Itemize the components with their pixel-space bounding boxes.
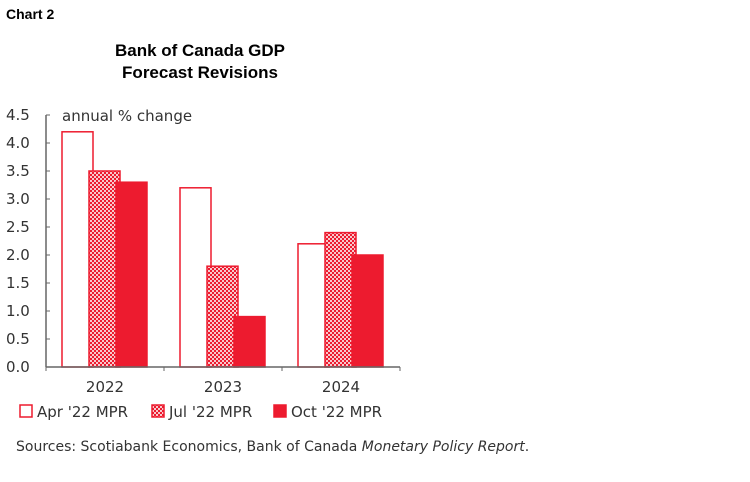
bar-2024-0 <box>297 243 330 368</box>
y-tick-label: 0.0 <box>6 358 30 376</box>
y-tick-label: 1.0 <box>6 302 30 320</box>
x-tick-label: 2023 <box>204 378 242 396</box>
y-tick-label: 3.0 <box>6 190 30 208</box>
legend-swatch <box>19 404 33 418</box>
y-tick-label: 4.0 <box>6 134 30 152</box>
y-tick-label: 1.5 <box>6 274 30 292</box>
x-tick-label: 2024 <box>322 378 360 396</box>
y-tick-label: 0.5 <box>6 330 30 348</box>
legend-label: Jul '22 MPR <box>168 403 252 421</box>
bar-2024-2 <box>351 254 384 368</box>
source-note: Sources: Scotiabank Economics, Bank of C… <box>16 437 529 457</box>
y-axis-label: annual % change <box>62 107 192 125</box>
title-line-2: Forecast Revisions <box>122 63 278 82</box>
legend-label: Apr '22 MPR <box>37 403 128 421</box>
legend-swatch <box>273 404 287 418</box>
x-tick-label: 2022 <box>86 378 124 396</box>
legend-swatch <box>151 404 165 418</box>
y-tick-label: 4.5 <box>6 106 30 124</box>
y-tick-label: 3.5 <box>6 162 30 180</box>
bar-2022-0 <box>61 131 94 368</box>
bar-2022-2 <box>115 181 148 368</box>
source-suffix: . <box>524 439 530 455</box>
title-line-1: Bank of Canada GDP <box>114 41 286 60</box>
chart-label: Chart 2 <box>6 6 55 22</box>
y-tick-label: 2.0 <box>6 246 30 264</box>
source-italic: Monetary Policy Report <box>361 439 525 455</box>
bar-2023-0 <box>179 187 212 368</box>
chart-title: Bank of Canada GDP Forecast Revisions <box>60 40 340 84</box>
bar-2023-2 <box>233 315 266 368</box>
y-tick-label: 2.5 <box>6 218 30 236</box>
source-prefix: Sources: Scotiabank Economics, Bank of C… <box>16 439 362 455</box>
legend-label: Oct '22 MPR <box>291 403 382 421</box>
